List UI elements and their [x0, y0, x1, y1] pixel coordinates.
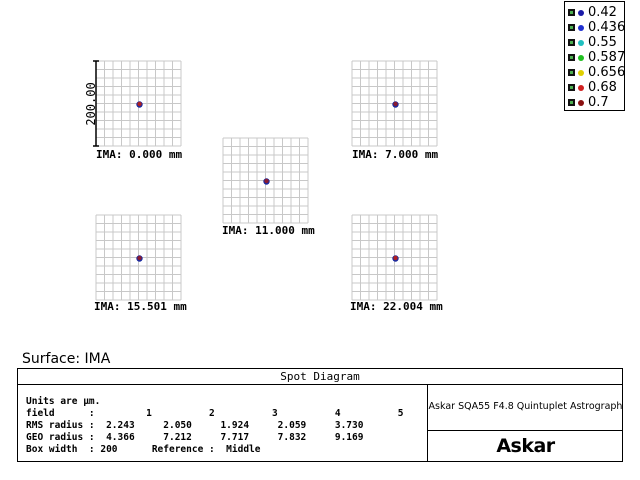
spot-grid-5	[351, 214, 438, 301]
legend-dot-icon	[578, 9, 584, 16]
spot-core-4	[137, 255, 142, 261]
legend-checkbox-icon	[568, 39, 575, 46]
field-label-4: IMA: 15.501 mm	[94, 300, 187, 313]
legend-checkbox-icon	[568, 69, 575, 76]
legend-dot-icon	[578, 39, 584, 46]
legend-dot-icon	[578, 99, 584, 106]
legend-checkbox-icon	[568, 84, 575, 91]
units-row: Units are µm.	[26, 396, 101, 407]
system-description: Askar SQA55 F4.8 Quintuplet Astrograph	[428, 384, 623, 431]
legend-label: 0.68	[588, 80, 617, 95]
legend-dot-icon	[578, 24, 584, 31]
legend-checkbox-icon	[568, 99, 575, 106]
scale-bar-label: 200.00	[84, 82, 98, 125]
legend-label: 0.587	[588, 50, 626, 65]
field-row: field : 1 2 3 4 5	[26, 408, 404, 419]
spot-core-1	[137, 101, 142, 107]
legend-label: 0.436	[588, 20, 626, 35]
spot-grid-1	[95, 60, 182, 147]
legend-label: 0.42	[588, 5, 617, 20]
legend-checkbox-icon	[568, 24, 575, 31]
legend-dot-icon	[578, 69, 584, 76]
legend-dot-icon	[578, 54, 584, 61]
legend-label: 0.7	[588, 95, 609, 110]
box-width-row: Box width : 200 Reference : Middle	[26, 444, 261, 455]
spot-core-2	[393, 101, 398, 107]
info-text: Units are µm. field : 1 2 3 4 5 RMS radius…	[26, 396, 404, 456]
legend-label: 0.55	[588, 35, 617, 50]
surface-label: Surface: IMA	[22, 351, 111, 367]
brand-logo: Askar	[496, 435, 555, 457]
field-label-1: IMA: 0.000 mm	[96, 148, 183, 161]
scale-bar: 200.00	[84, 60, 99, 147]
rms-row: RMS radius : 2.243 2.050 1.924 2.059 3.7…	[26, 420, 364, 431]
spot-grid-3	[222, 137, 309, 224]
spot-grid-2	[351, 60, 438, 147]
legend-item: 0.7	[568, 95, 609, 110]
legend-item: 0.68	[568, 80, 617, 95]
legend-checkbox-icon	[568, 9, 575, 16]
field-label-3: IMA: 11.000 mm	[222, 224, 315, 237]
info-panel: Spot Diagram Units are µm. field : 1 2 3 …	[17, 368, 623, 462]
spot-core-3	[264, 178, 269, 184]
legend-item: 0.42	[568, 5, 617, 20]
field-label-5: IMA: 22.004 mm	[350, 300, 443, 313]
spot-grid-4	[95, 214, 182, 301]
chart-title: Spot Diagram	[18, 369, 622, 385]
legend-checkbox-icon	[568, 54, 575, 61]
info-right-panel: Askar SQA55 F4.8 Quintuplet Astrograph A…	[427, 384, 623, 462]
legend-dot-icon	[578, 84, 584, 91]
legend-item: 0.587	[568, 50, 625, 65]
legend-item: 0.656	[568, 65, 625, 80]
spot-core-5	[393, 255, 398, 261]
geo-row: GEO radius : 4.366 7.212 7.717 7.832 9.1…	[26, 432, 364, 443]
field-label-2: IMA: 7.000 mm	[352, 148, 439, 161]
legend-item: 0.55	[568, 35, 617, 50]
legend-item: 0.436	[568, 20, 625, 35]
legend: 0.42 0.436 0.55 0.587 0.656 0.68 0.7	[564, 1, 625, 111]
legend-label: 0.656	[588, 65, 626, 80]
